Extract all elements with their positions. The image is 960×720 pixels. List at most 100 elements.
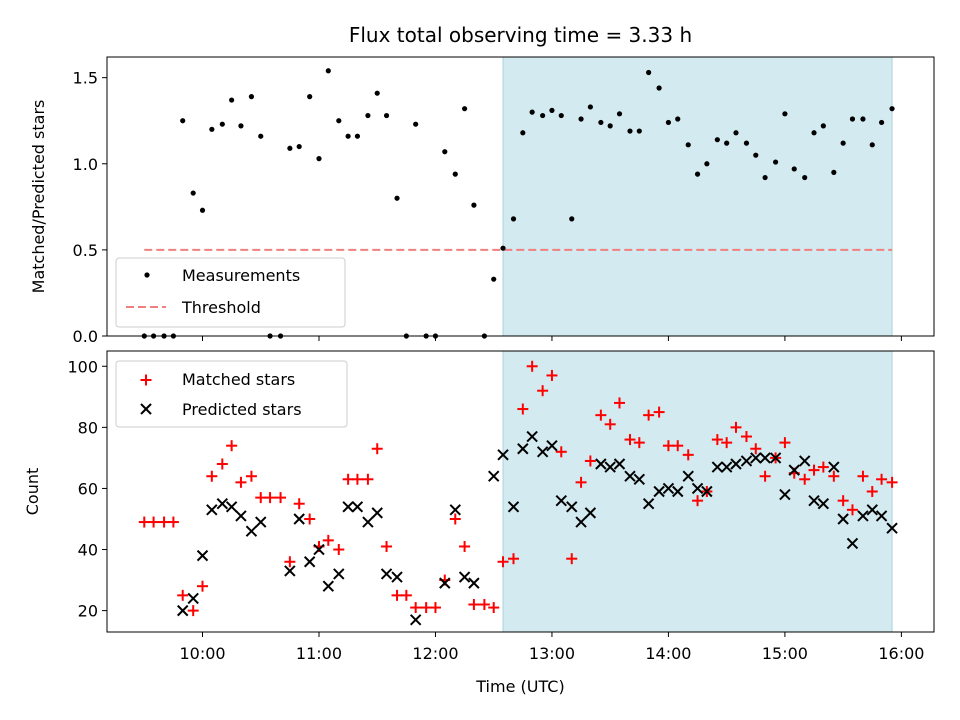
predicted-star-point [517, 443, 529, 455]
matched-star-point [322, 534, 334, 546]
x-marker-b [409, 614, 422, 626]
matched-star-point [226, 440, 238, 452]
x-marker-b [458, 571, 471, 583]
predicted-star-point [235, 510, 247, 522]
y-tick-label: 40 [78, 541, 98, 560]
measurement-point [762, 174, 768, 181]
x-marker-b [313, 543, 325, 556]
measurement-point [694, 171, 701, 177]
matched-star-point [304, 513, 316, 525]
x-marker-b [293, 513, 305, 525]
matched-star-point [362, 473, 374, 485]
legend-threshold-label: Threshold [181, 298, 261, 317]
x-marker-b [595, 458, 607, 470]
x-tick-label: 11:00 [296, 644, 342, 663]
x-marker-b [691, 482, 704, 495]
x-tick-label: 13:00 [529, 644, 575, 663]
predicted-star-point [225, 501, 238, 513]
measurement-point [219, 121, 225, 127]
measurement-point [199, 207, 206, 213]
matched-star-point [817, 461, 829, 473]
measurement-point [520, 130, 526, 136]
matched-star-point [866, 486, 878, 497]
legend-matched-swatch [140, 374, 152, 386]
measurement-point [616, 111, 623, 117]
predicted-star-point [866, 504, 878, 516]
predicted-star-point [828, 461, 840, 473]
x-marker-b [701, 485, 713, 498]
x-tick-label: 14:00 [645, 644, 691, 663]
bottom-x-ticks: 10:00 11:00 12:00 13:00 14:00 15:00 16:00 [179, 632, 924, 663]
predicted-star-point [391, 571, 403, 583]
legend-matched-label: Matched stars [182, 370, 295, 389]
x-marker-b [846, 537, 859, 550]
measurement-point [374, 90, 380, 96]
measurement-point [549, 107, 555, 113]
y-tick-label: 0.5 [73, 241, 98, 260]
x-marker-b [322, 580, 335, 592]
x-marker-b [837, 513, 849, 525]
x-marker-b [875, 510, 888, 522]
predicted-star-point [409, 614, 422, 626]
y-tick-label: 1.5 [73, 69, 98, 88]
x-marker-b [566, 501, 578, 513]
matched-star-point [575, 476, 587, 488]
predicted-star-point [245, 525, 258, 537]
predicted-star-point [566, 501, 578, 513]
matched-star-point [526, 360, 538, 372]
predicted-star-point [701, 485, 713, 498]
x-marker-b [362, 516, 374, 528]
matched-star-point [264, 492, 276, 504]
x-marker-b [740, 455, 753, 467]
matched-star-point [614, 397, 626, 409]
measurement-point [802, 174, 808, 181]
x-marker-b [517, 443, 529, 455]
x-marker-b [653, 485, 665, 498]
predicted-star-point [720, 461, 733, 473]
matched-star-point [187, 605, 199, 617]
measurement-point [627, 128, 633, 134]
measurements-series [141, 68, 895, 339]
matched-star-point [584, 455, 596, 467]
measurement-point [287, 145, 293, 151]
measurement-point [316, 156, 322, 162]
matched-star-point [197, 580, 209, 592]
matched-star-point [876, 473, 888, 485]
x-marker-b [187, 592, 199, 605]
x-marker-b [613, 458, 626, 470]
legend-frame [115, 360, 348, 428]
measurement-point [782, 111, 788, 117]
measurement-point [753, 152, 759, 158]
predicted-star-point [497, 449, 509, 461]
measurement-point [558, 112, 564, 119]
matched-star-point [779, 437, 791, 449]
predicted-star-point [196, 549, 209, 562]
measurement-point [889, 106, 895, 112]
measurement-point [248, 94, 255, 100]
measurement-point [307, 94, 313, 100]
predicted-star-point [468, 577, 480, 589]
x-marker-b [371, 507, 383, 519]
matched-star-point [429, 602, 441, 614]
x-marker-b [468, 577, 480, 589]
matched-star-point [828, 470, 840, 482]
predicted-star-point [546, 439, 558, 452]
x-marker-b [720, 461, 733, 473]
measurement-point [325, 68, 331, 74]
measurement-point [491, 276, 497, 282]
measurement-point [665, 119, 672, 126]
top-axes-frame [106, 56, 935, 337]
measurement-point [229, 97, 235, 103]
measurement-point [820, 123, 826, 129]
x-marker-b [488, 470, 500, 482]
predicted-star-point [293, 513, 305, 525]
matched-star-point [808, 464, 820, 476]
measurement-point [811, 130, 817, 136]
legend-predicted-label: Predicted stars [182, 400, 302, 419]
x-marker-b [886, 522, 898, 534]
matched-star-point [488, 602, 500, 614]
predicted-star-point [342, 501, 354, 513]
x-marker-b [750, 452, 762, 464]
measurement-point [354, 133, 361, 139]
predicted-star-point [575, 516, 587, 528]
